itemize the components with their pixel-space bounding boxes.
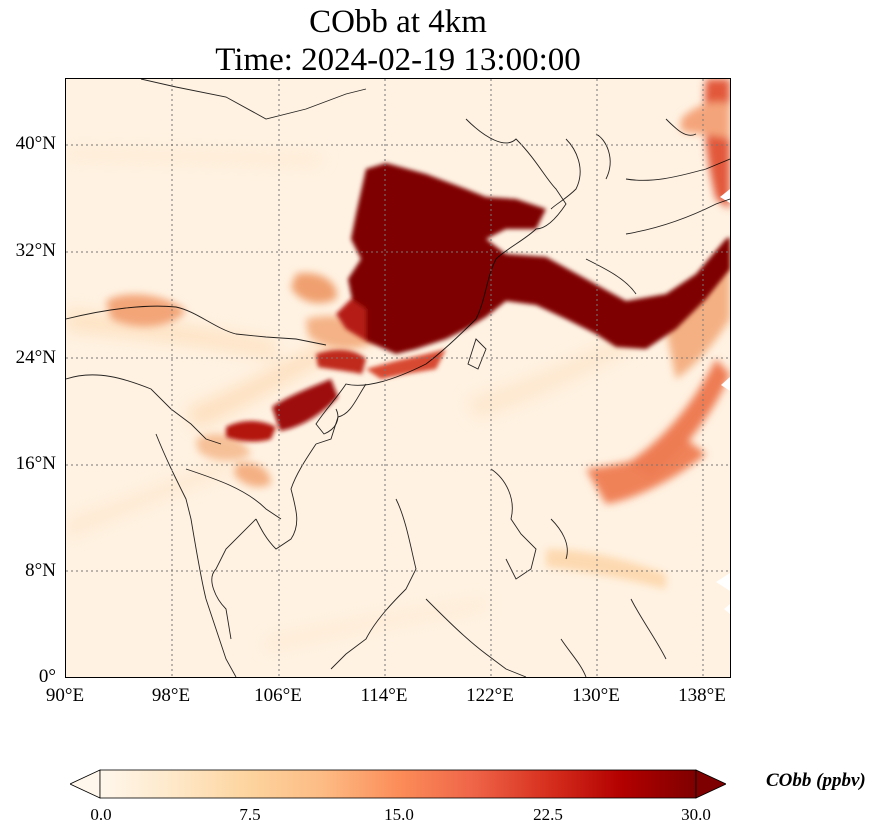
- colorbar-tick-label: 7.5: [239, 805, 261, 824]
- lon-tick-label: 130°E: [572, 685, 620, 706]
- colorbar: [70, 769, 726, 799]
- colorbar-tick-label: 15.0: [384, 805, 414, 824]
- colorbar-label: CObb (ppbv): [766, 770, 866, 791]
- gridlines: [66, 79, 730, 677]
- lat-tick-label: 24°N: [15, 347, 56, 368]
- colorbar-tick-label: 30.0: [681, 805, 711, 824]
- colorbar-min-extend: [70, 769, 101, 799]
- concentration-map: [66, 79, 730, 677]
- lon-tick-label: 98°E: [151, 685, 191, 706]
- lat-tick-label: 40°N: [15, 133, 56, 154]
- high-concentration-plume: [226, 163, 730, 442]
- colorbar-tick-label: 22.5: [533, 805, 563, 824]
- lat-tick-label: 0°: [38, 666, 56, 687]
- lat-tick-label: 32°N: [15, 240, 56, 261]
- lon-tick-label: 90°E: [45, 685, 85, 706]
- lon-tick-label: 106°E: [254, 685, 302, 706]
- lat-tick-label: 8°N: [25, 560, 56, 581]
- missing-data-notches: [716, 189, 730, 614]
- map-panel: [65, 78, 731, 678]
- lon-tick-label: 138°E: [678, 685, 726, 706]
- lon-tick-label: 122°E: [466, 685, 514, 706]
- lon-tick-label: 114°E: [360, 685, 408, 706]
- figure-title-line-1: CObb at 4km: [309, 4, 487, 40]
- coastlines: [66, 79, 730, 677]
- lat-tick-label: 16°N: [15, 453, 56, 474]
- colorbar-gradient: [99, 769, 697, 799]
- figure-title-line-2: Time: 2024-02-19 13:00:00: [215, 42, 581, 78]
- colorbar-max-extend: [695, 769, 726, 799]
- colorbar-tick-label: 0.0: [90, 805, 112, 824]
